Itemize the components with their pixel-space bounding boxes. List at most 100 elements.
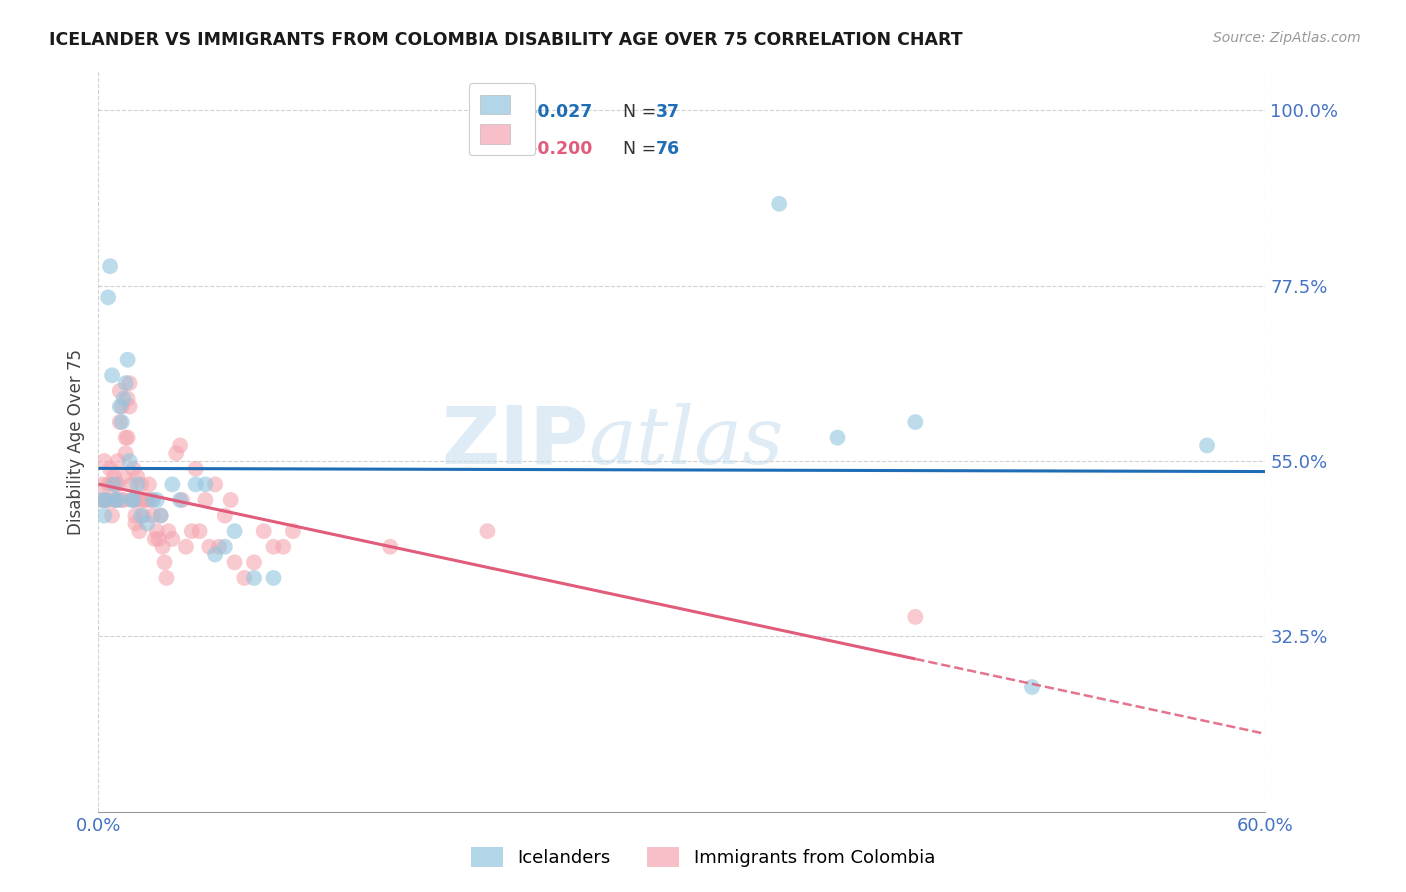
Point: [180, 524, 202, 538]
Point: [271, 540, 294, 554]
Point: [114, 376, 136, 390]
Point: [124, 508, 146, 523]
Point: [91, 477, 114, 491]
Point: [104, 493, 127, 508]
Point: [129, 508, 152, 523]
Point: [122, 493, 145, 508]
Point: [149, 508, 172, 523]
Point: [153, 555, 176, 569]
Point: [146, 524, 169, 538]
Point: [107, 493, 129, 508]
Point: [91, 493, 114, 508]
Point: [103, 469, 125, 483]
Point: [184, 462, 207, 476]
Point: [97, 290, 120, 304]
Point: [98, 462, 121, 476]
Text: R =: R =: [489, 140, 527, 158]
Point: [165, 446, 187, 460]
Point: [136, 516, 159, 531]
Point: [904, 610, 927, 624]
Legend: Icelanders, Immigrants from Colombia: Icelanders, Immigrants from Colombia: [464, 839, 942, 874]
Point: [243, 555, 266, 569]
Point: [108, 400, 131, 414]
Text: N =: N =: [612, 103, 662, 121]
Point: [118, 400, 141, 414]
Point: [98, 259, 121, 273]
Point: [127, 493, 149, 508]
Point: [262, 571, 284, 585]
Point: [214, 508, 236, 523]
Point: [112, 493, 135, 508]
Point: [132, 508, 155, 523]
Point: [155, 571, 177, 585]
Point: [103, 477, 125, 491]
Text: N =: N =: [612, 140, 662, 158]
Point: [97, 493, 120, 508]
Point: [111, 415, 134, 429]
Point: [93, 508, 115, 523]
Point: [129, 493, 152, 508]
Point: [108, 384, 131, 398]
Point: [122, 493, 145, 508]
Point: [96, 493, 118, 508]
Point: [169, 438, 191, 452]
Point: [121, 493, 143, 508]
Point: [139, 493, 162, 508]
Point: [104, 477, 127, 491]
Point: [768, 197, 790, 211]
Point: [117, 431, 139, 445]
Point: [243, 571, 266, 585]
Point: [253, 524, 276, 538]
Point: [127, 469, 149, 483]
Point: [174, 540, 197, 554]
Point: [169, 493, 191, 508]
Point: [148, 532, 170, 546]
Point: [281, 524, 304, 538]
Point: [143, 532, 166, 546]
Point: [128, 524, 150, 538]
Text: R =: R =: [489, 103, 527, 121]
Point: [111, 493, 134, 508]
Point: [188, 524, 211, 538]
Point: [149, 508, 172, 523]
Point: [89, 493, 111, 508]
Point: [1195, 438, 1218, 452]
Point: [112, 392, 135, 406]
Point: [204, 548, 226, 562]
Point: [208, 540, 231, 554]
Point: [142, 508, 165, 523]
Point: [117, 392, 139, 406]
Point: [129, 477, 152, 491]
Point: [162, 532, 184, 546]
Text: ICELANDER VS IMMIGRANTS FROM COLOMBIA DISABILITY AGE OVER 75 CORRELATION CHART: ICELANDER VS IMMIGRANTS FROM COLOMBIA DI…: [49, 31, 963, 49]
Point: [114, 431, 136, 445]
Text: ZIP: ZIP: [441, 402, 589, 481]
Point: [108, 415, 131, 429]
Point: [194, 493, 217, 508]
Point: [118, 454, 141, 468]
Point: [107, 454, 129, 468]
Point: [827, 431, 849, 445]
Point: [93, 454, 115, 468]
Point: [162, 477, 184, 491]
Point: [117, 352, 139, 367]
Point: [96, 493, 118, 508]
Point: [170, 493, 193, 508]
Point: [233, 571, 256, 585]
Point: [1021, 680, 1043, 694]
Point: [114, 446, 136, 460]
Point: [224, 555, 246, 569]
Point: [111, 400, 134, 414]
Point: [136, 493, 159, 508]
Point: [198, 540, 221, 554]
Point: [107, 477, 129, 491]
Point: [904, 415, 927, 429]
Point: [380, 540, 402, 554]
Y-axis label: Disability Age Over 75: Disability Age Over 75: [66, 349, 84, 534]
Point: [142, 493, 165, 508]
Text: atlas: atlas: [589, 403, 785, 480]
Point: [127, 477, 149, 491]
Point: [124, 516, 146, 531]
Text: Source: ZipAtlas.com: Source: ZipAtlas.com: [1213, 31, 1361, 45]
Point: [103, 493, 125, 508]
